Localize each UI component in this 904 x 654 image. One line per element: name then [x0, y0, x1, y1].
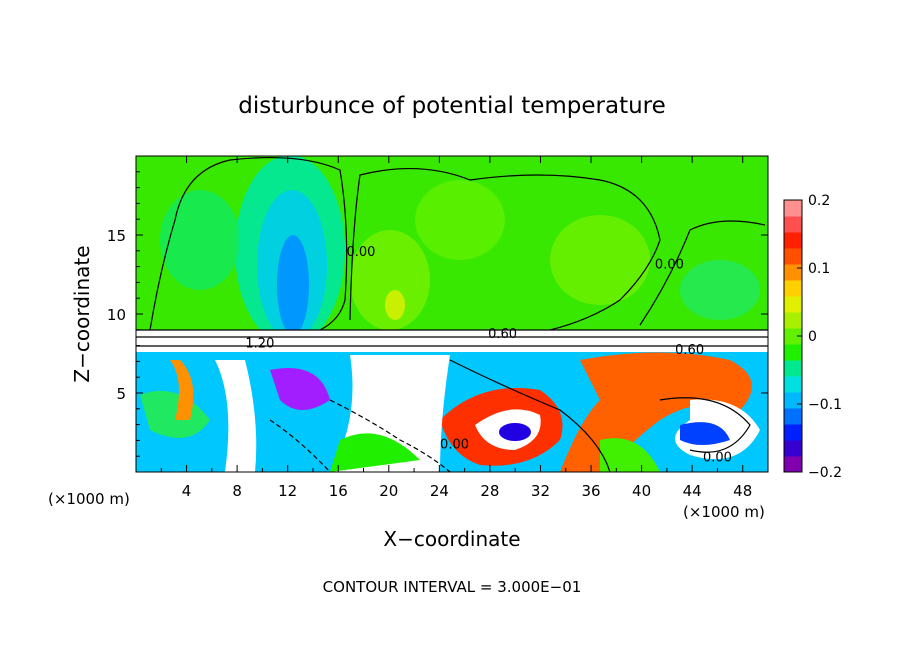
stable-layer-band [136, 330, 768, 352]
x-tick-label-9: 40 [632, 482, 651, 500]
contour-label-1: 0.00 [655, 258, 684, 273]
yellow-green-patch [350, 230, 430, 330]
colorbar-swatch-3 [784, 408, 802, 425]
colorbar-swatch-2 [784, 424, 802, 441]
blue-swirl-right [680, 422, 730, 445]
colorbar-swatch-15 [784, 216, 802, 233]
contour-zero-upper-right [639, 220, 766, 326]
white-column-left [215, 360, 257, 472]
colorbar: 0.2 0.1 0 −0.1 −0.2 [783, 193, 842, 481]
x-unit-right: (×1000 m) [683, 503, 765, 521]
x-tick-label-4: 20 [379, 482, 398, 500]
contour-label-0: 0.00 [347, 245, 376, 260]
x-tick-label-3: 16 [329, 482, 348, 500]
x-tick-label-0: 4 [182, 482, 192, 500]
colorbar-swatch-11 [784, 280, 802, 297]
contour-lines [136, 156, 768, 472]
x-axis-label: X−coordinate [383, 527, 520, 551]
y-axis: 5 10 15 [107, 171, 768, 457]
x-tick-label-10: 44 [683, 482, 702, 500]
colorbar-swatch-7 [784, 344, 802, 361]
contour-label-4: 0.60 [675, 343, 704, 358]
y-tick-label-2: 15 [107, 227, 126, 245]
colorbar-swatch-8 [784, 328, 802, 345]
x-tick-label-1: 8 [232, 482, 242, 500]
colorbar-swatch-14 [784, 232, 802, 249]
chart-title: disturbunce of potential temperature [238, 93, 666, 119]
colorbar-swatch-12 [784, 264, 802, 281]
yellow-green-patch-3 [550, 215, 650, 305]
contour-lower-1 [449, 359, 611, 472]
lower-layer [136, 352, 768, 472]
green-patch-left [160, 190, 240, 290]
upper-layer [160, 156, 760, 345]
yellow-patch [385, 290, 405, 320]
colorbar-swatch-6 [784, 360, 802, 377]
y-tick-label-0: 5 [116, 385, 126, 403]
x-tick-label-11: 48 [733, 482, 752, 500]
x-tick-label-8: 36 [581, 482, 600, 500]
colorbar-swatch-13 [784, 248, 802, 265]
yellow-green-patch-2 [415, 180, 505, 260]
colorbar-swatch-16 [784, 200, 802, 217]
purple-swirl-left [270, 368, 330, 410]
colorbar-label-2: 0 [808, 329, 817, 345]
colorbar-swatch-5 [784, 376, 802, 393]
x-tick-label-6: 28 [480, 482, 499, 500]
contour-label-2: 0.60 [488, 327, 517, 342]
x-tick-label-5: 24 [430, 482, 449, 500]
x-tick-label-7: 32 [531, 482, 550, 500]
contour-interval-note: CONTOUR INTERVAL = 3.000E−01 [323, 578, 582, 596]
green-swirl-bottom [330, 433, 420, 472]
contour-zero-upper-center [349, 167, 661, 331]
y-tick-label-1: 10 [107, 306, 126, 324]
contour-label-6: 0.00 [703, 450, 732, 465]
contour-label-5: 0.00 [440, 438, 469, 453]
x-unit-left: (×1000 m) [48, 490, 130, 508]
colorbar-label-0: 0.2 [808, 193, 830, 209]
blue-eye-center [499, 423, 531, 441]
contour-lower-3 [329, 399, 451, 472]
contour-lower-2 [659, 397, 751, 453]
colorbar-label-4: −0.2 [808, 465, 842, 481]
green-patch-right [680, 260, 760, 320]
contour-label-3: 1.20 [245, 337, 274, 352]
x-tick-label-2: 12 [278, 482, 297, 500]
green-swirl-right [600, 438, 660, 472]
x-axis: 4 8 12 16 20 24 28 32 36 40 44 48 [160, 156, 752, 500]
colorbar-swatch-9 [784, 312, 802, 329]
y-axis-label: Z−coordinate [70, 245, 94, 382]
plot-area [136, 156, 768, 472]
orange-streak-left [170, 360, 194, 420]
colorbar-swatch-1 [784, 440, 802, 457]
colorbar-swatch-4 [784, 392, 802, 409]
colorbar-label-1: 0.1 [808, 261, 830, 277]
contour-labels: 0.00 0.00 0.60 1.20 0.60 0.00 0.00 [245, 245, 732, 465]
colorbar-swatch-0 [784, 456, 802, 473]
colorbar-label-3: −0.1 [808, 397, 842, 413]
colorbar-swatch-10 [784, 296, 802, 313]
cyan-plume-core [277, 235, 309, 335]
